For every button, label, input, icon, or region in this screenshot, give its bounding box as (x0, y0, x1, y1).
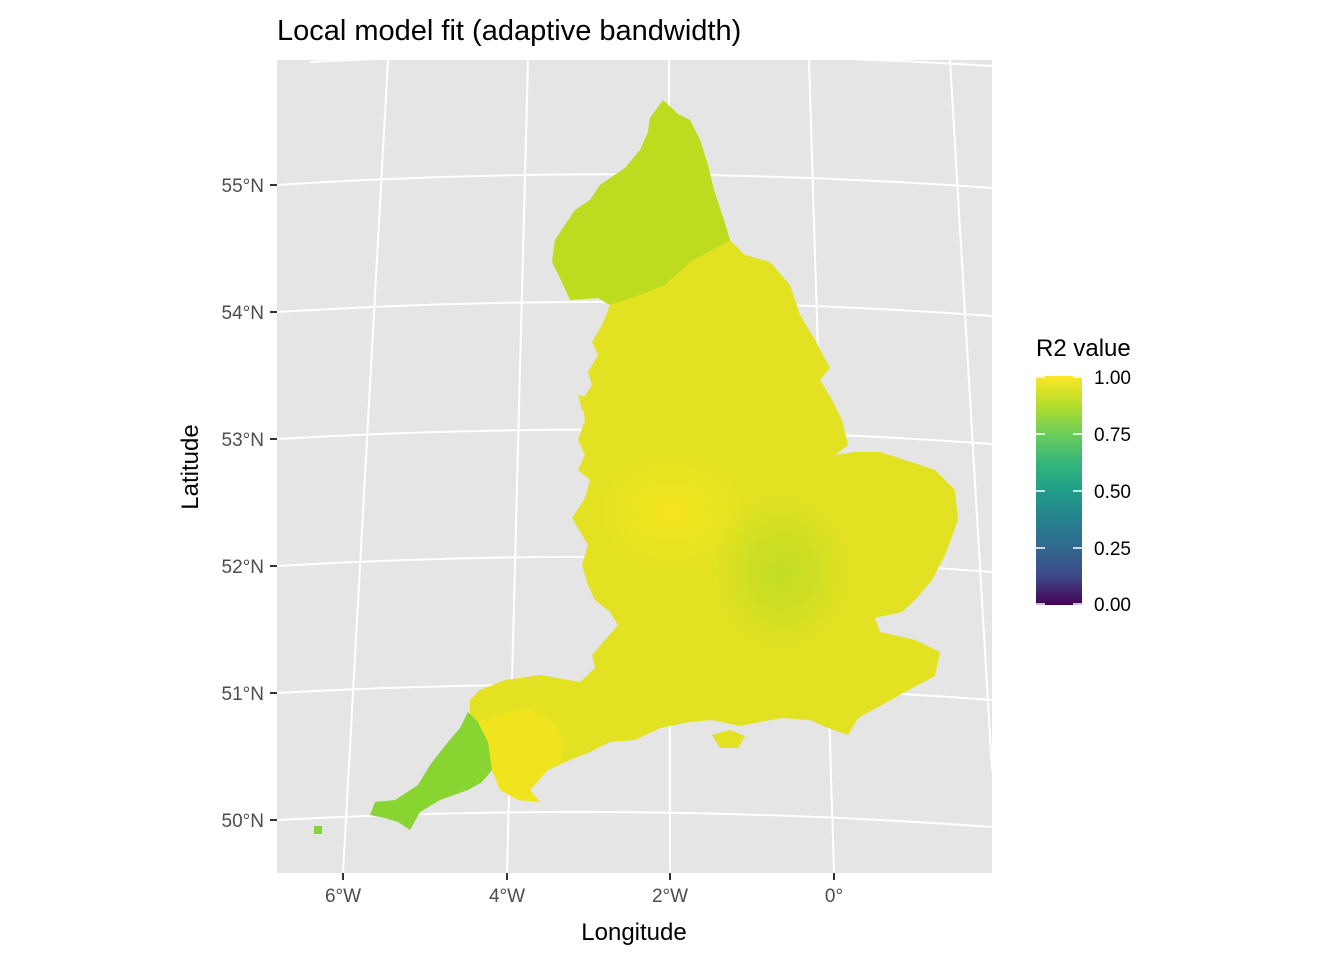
longitude-tick-labels: 6°W 4°W 2°W 0° (325, 886, 843, 907)
map-panel: 55°N 54°N 53°N 52°N 51°N 50°N 6°W 4°W 2°… (177, 60, 992, 946)
tick-marks (270, 184, 835, 880)
legend-label: 0.25 (1094, 539, 1131, 560)
lat-label: 55°N (222, 176, 264, 197)
latitude-tick-labels: 55°N 54°N 53°N 52°N 51°N 50°N (222, 176, 264, 832)
lat-label: 52°N (222, 557, 264, 578)
meridian-6w (342, 60, 389, 873)
legend: R2 value 1.00 0.75 0.50 0.25 0.00 (1036, 335, 1131, 616)
x-axis-title: Longitude (581, 919, 686, 946)
legend-title: R2 value (1036, 335, 1131, 362)
y-axis-title: Latitude (177, 424, 204, 509)
legend-label: 1.00 (1094, 368, 1131, 389)
region-east (712, 492, 852, 652)
lon-label: 0° (825, 886, 843, 907)
legend-label: 0.00 (1094, 595, 1131, 616)
map-title: Local model fit (adaptive bandwidth) (277, 15, 741, 47)
lat-label: 50°N (222, 811, 264, 832)
region-devon (478, 708, 565, 802)
landmass (314, 100, 958, 834)
parallel-56n (309, 60, 992, 67)
region-cornwall (370, 712, 492, 830)
anglesey-coast (578, 395, 610, 418)
lon-label: 2°W (652, 886, 688, 907)
isle-of-wight (712, 730, 745, 748)
lat-label: 53°N (222, 430, 264, 451)
region-north (552, 100, 730, 305)
legend-label: 0.75 (1094, 425, 1131, 446)
legend-ticks (1036, 376, 1082, 605)
isles-of-scilly (314, 826, 322, 834)
legend-label: 0.50 (1094, 482, 1131, 503)
lon-label: 4°W (489, 886, 525, 907)
meridian-2e (949, 60, 992, 771)
lat-label: 51°N (222, 684, 264, 705)
lon-label: 6°W (325, 886, 361, 907)
region-midlands (597, 450, 747, 574)
lat-label: 54°N (222, 303, 264, 324)
